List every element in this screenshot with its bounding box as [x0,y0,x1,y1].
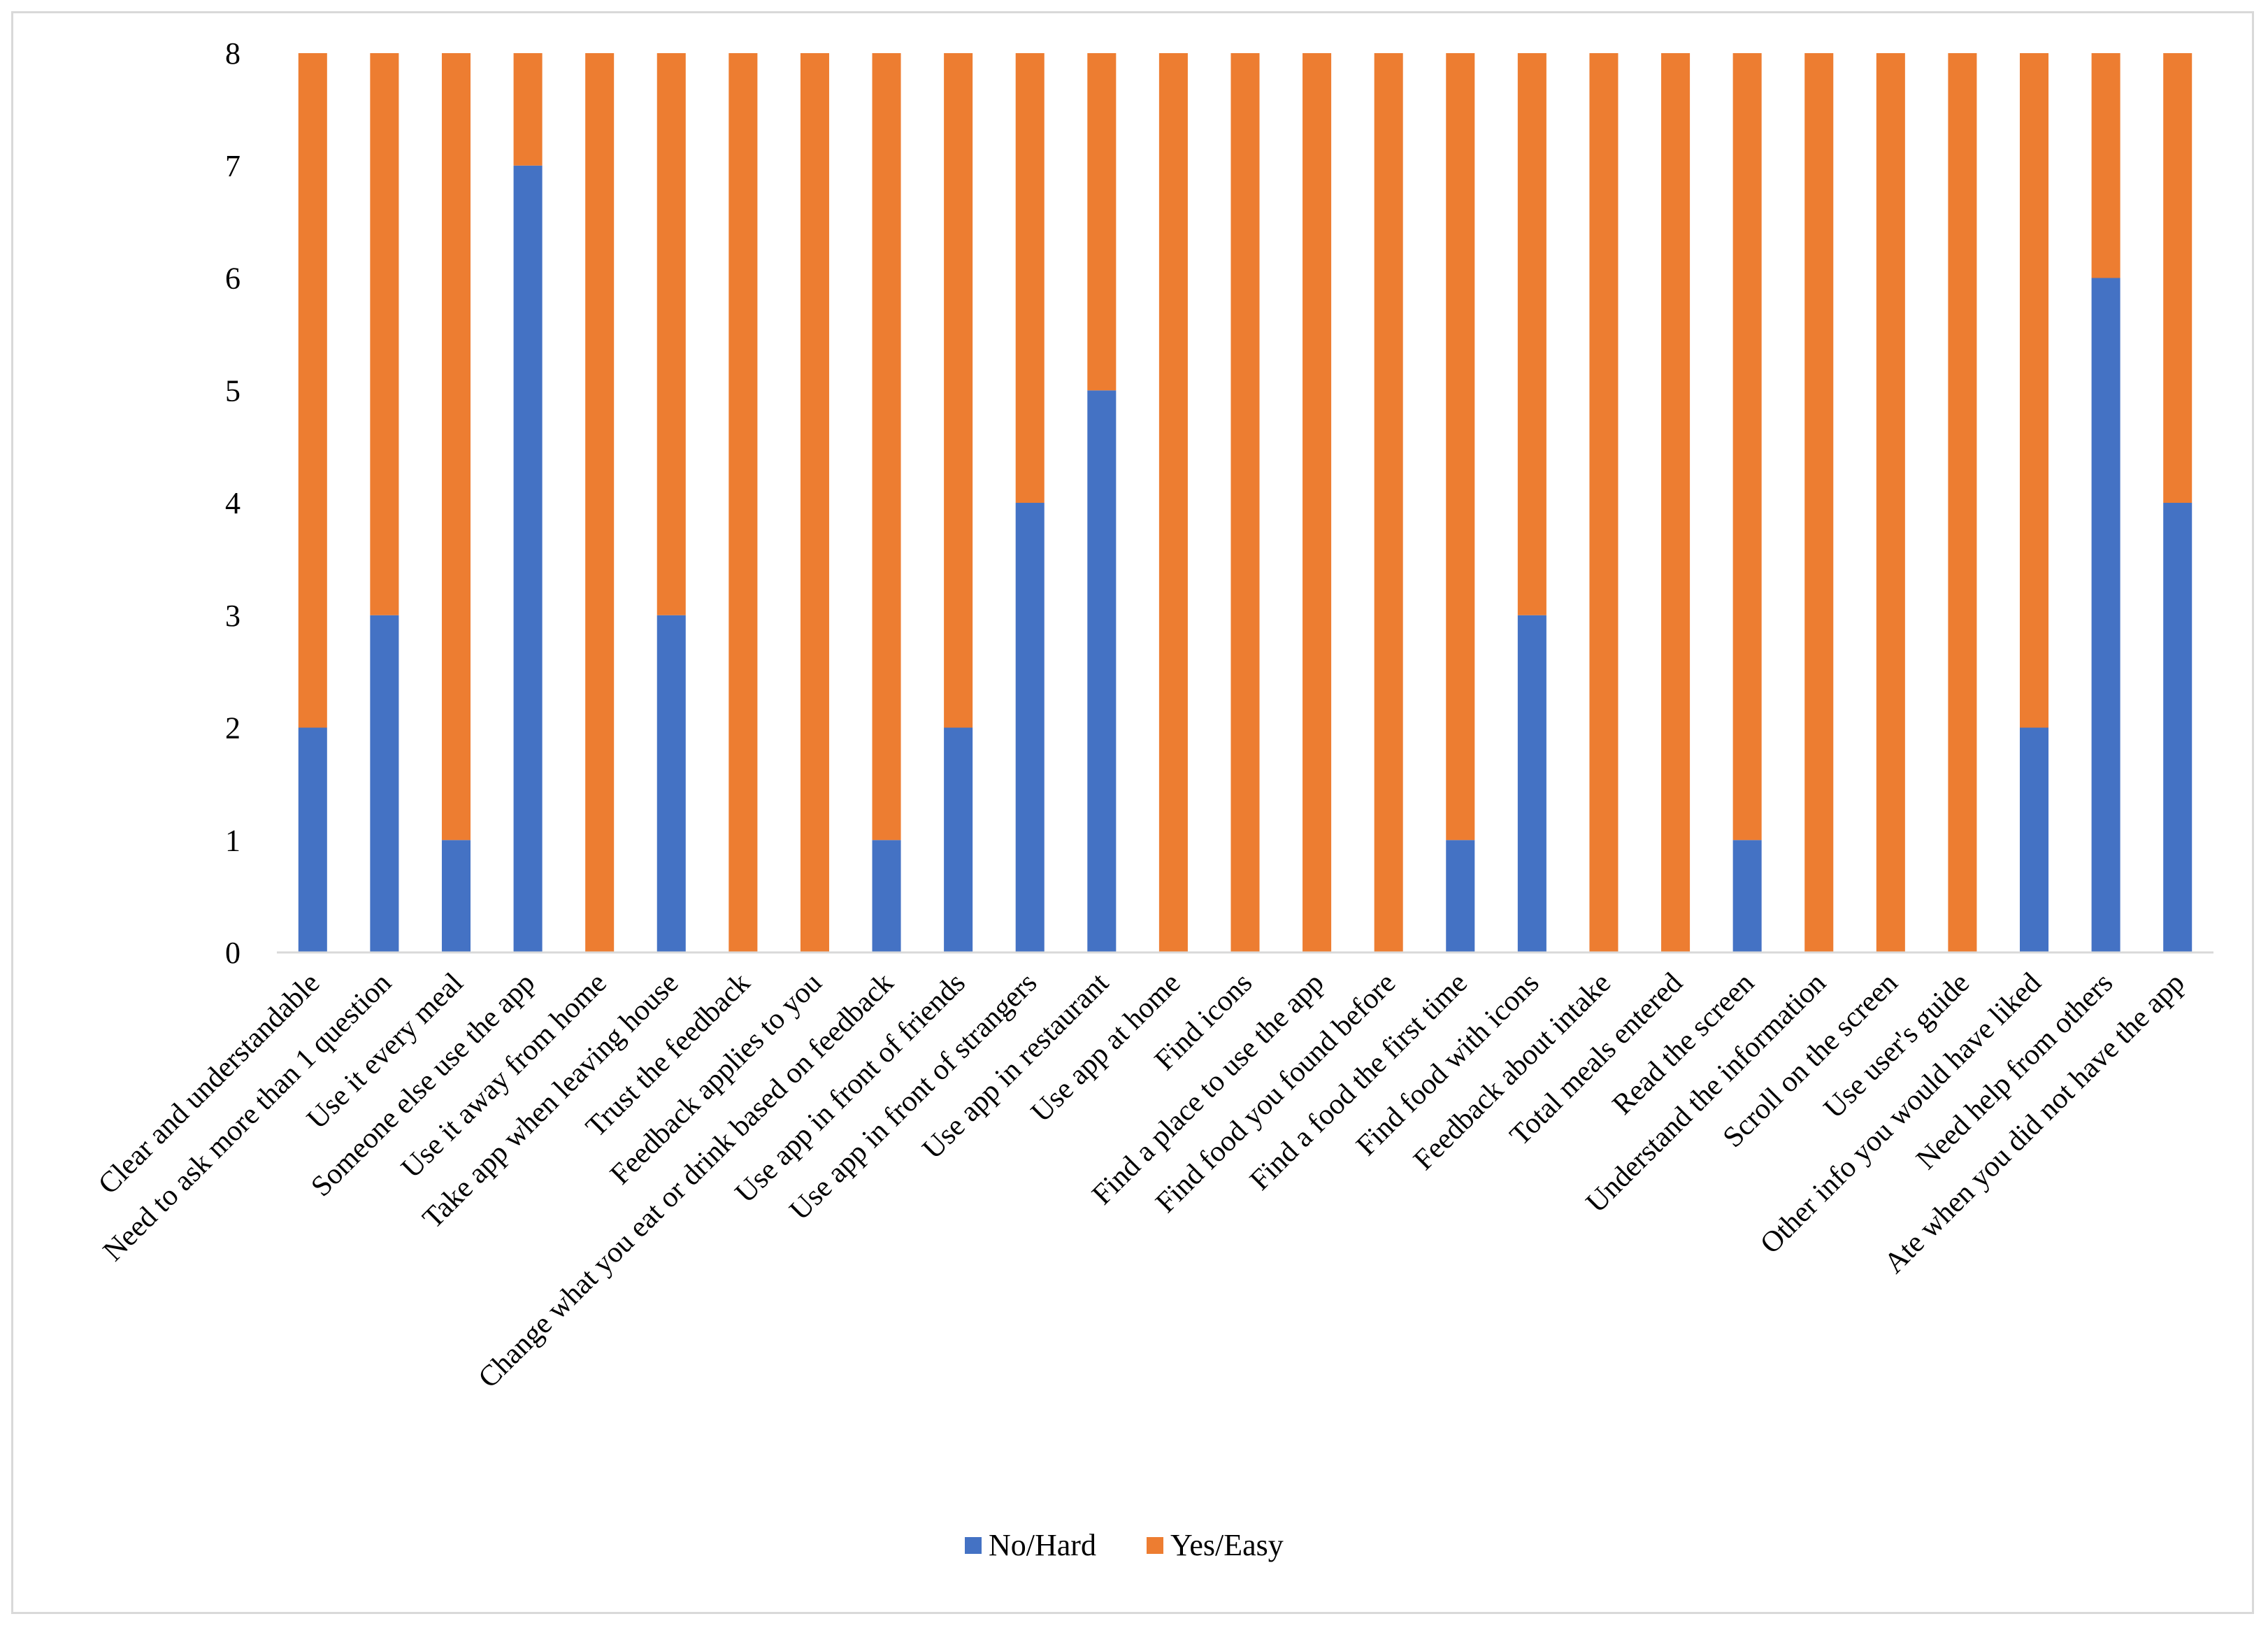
bar-segment-yes-easy [800,53,829,952]
bar-segment-yes-easy [944,53,973,728]
bar-segment-yes-easy [1446,53,1475,841]
bar-segment-yes-easy [1374,53,1403,952]
bar-segment-yes-easy [1230,53,1260,952]
bar-segment-yes-easy [656,53,686,615]
bar-segment-no-hard [2091,278,2120,952]
bar-segment-no-hard [298,727,327,952]
y-tick-label: 0 [225,936,241,970]
bar-segment-no-hard [370,615,399,952]
y-tick-label: 3 [225,599,241,633]
y-axis-ticks: 0 1 2 3 4 5 6 7 8 [225,36,241,970]
bar-segment-yes-easy [513,53,543,166]
bar-segment-no-hard [944,727,973,952]
bar-segment-yes-easy [585,53,615,952]
bar-segment-yes-easy [872,53,901,841]
bar-segment-yes-easy [441,53,471,841]
bar-segment-yes-easy [1302,53,1332,952]
bar-segment-yes-easy [1661,53,1691,952]
bar-segment-no-hard [1517,615,1546,952]
bar-segment-yes-easy [298,53,327,728]
bar-segment-yes-easy [1804,53,1834,952]
legend-swatch-no-hard [965,1537,982,1554]
bar-segment-yes-easy [2091,53,2120,278]
bar-segment-no-hard [1446,840,1475,952]
bar-segment-no-hard [1732,840,1762,952]
bar-segment-yes-easy [729,53,758,952]
y-tick-label: 8 [225,36,241,71]
y-tick-label: 7 [225,149,241,183]
bar-segment-yes-easy [1015,53,1045,503]
bar-segment-yes-easy [1948,53,1977,952]
bars [298,53,2192,952]
bar-segment-no-hard [656,615,686,952]
x-category-label: Need to ask more than 1 question [97,967,398,1268]
bar-segment-yes-easy [1087,53,1117,391]
bar-segment-no-hard [872,840,901,952]
bar-segment-yes-easy [2020,53,2049,728]
bar-segment-yes-easy [1589,53,1619,952]
legend-label-no-hard: No/Hard [989,1528,1096,1562]
bar-segment-yes-easy [1158,53,1188,952]
bar-segment-no-hard [441,840,471,952]
y-tick-label: 1 [225,823,241,857]
bar-segment-yes-easy [1517,53,1546,615]
bar-segment-no-hard [1015,503,1045,952]
legend-swatch-yes-easy [1147,1537,1163,1554]
legend-label-yes-easy: Yes/Easy [1170,1528,1284,1562]
y-tick-label: 2 [225,711,241,745]
bar-segment-yes-easy [1876,53,1905,952]
bar-segment-yes-easy [370,53,399,615]
bar-segment-yes-easy [1732,53,1762,841]
legend: No/Hard Yes/Easy [965,1528,1284,1562]
bar-segment-no-hard [1087,390,1117,952]
bar-segment-no-hard [2020,727,2049,952]
bar-segment-no-hard [513,165,543,952]
bar-segment-yes-easy [2163,53,2192,503]
y-tick-label: 5 [225,373,241,408]
y-tick-label: 4 [225,486,241,520]
bar-segment-no-hard [2163,503,2192,952]
y-tick-label: 6 [225,262,241,296]
